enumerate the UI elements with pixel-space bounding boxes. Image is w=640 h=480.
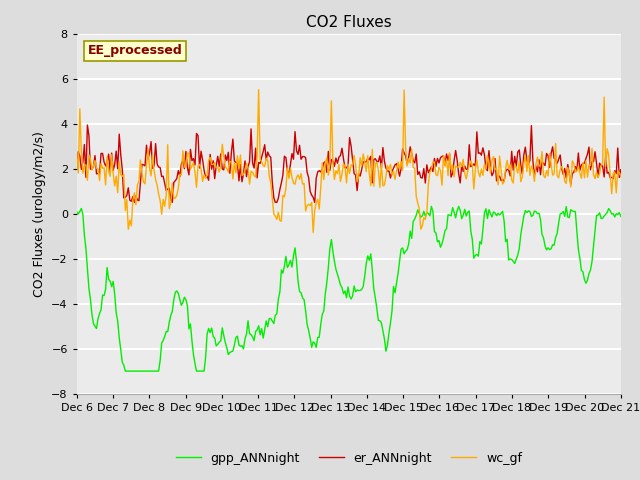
gpp_ANNnight [73, 209, 81, 215]
Title: CO2 Fluxes: CO2 Fluxes [306, 15, 392, 30]
Line: gpp_ANNnight: gpp_ANNnight [77, 206, 621, 371]
wc_gf [140, 179, 147, 185]
er_ANNnight [256, 160, 264, 166]
wc_gf [253, 152, 261, 157]
er_ANNnight [266, 153, 273, 158]
gpp_ANNnight [122, 368, 129, 374]
er_ANNnight [617, 167, 625, 173]
er_ANNnight [238, 179, 246, 185]
Y-axis label: CO2 Fluxes (urology/m2/s): CO2 Fluxes (urology/m2/s) [33, 131, 45, 297]
gpp_ANNnight [237, 343, 244, 349]
gpp_ANNnight [264, 324, 271, 330]
wc_gf [309, 229, 317, 235]
er_ANNnight [73, 167, 81, 172]
gpp_ANNnight [617, 214, 625, 219]
er_ANNnight [143, 142, 150, 148]
er_ANNnight [589, 159, 597, 165]
wc_gf [589, 172, 597, 178]
wc_gf [617, 174, 625, 180]
er_ANNnight [314, 169, 321, 175]
gpp_ANNnight [589, 243, 597, 249]
wc_gf [255, 87, 262, 93]
Legend: gpp_ANNnight, er_ANNnight, wc_gf: gpp_ANNnight, er_ANNnight, wc_gf [171, 447, 527, 469]
er_ANNnight [84, 122, 92, 128]
gpp_ANNnight [312, 345, 320, 350]
er_ANNnight [131, 200, 138, 205]
wc_gf [73, 152, 81, 157]
gpp_ANNnight [141, 368, 149, 374]
wc_gf [264, 157, 271, 163]
Line: wc_gf: wc_gf [77, 90, 621, 232]
gpp_ANNnight [255, 323, 262, 329]
Line: er_ANNnight: er_ANNnight [77, 125, 621, 203]
gpp_ANNnight [428, 204, 435, 209]
Text: EE_processed: EE_processed [88, 44, 182, 58]
wc_gf [235, 165, 243, 171]
wc_gf [314, 196, 321, 202]
